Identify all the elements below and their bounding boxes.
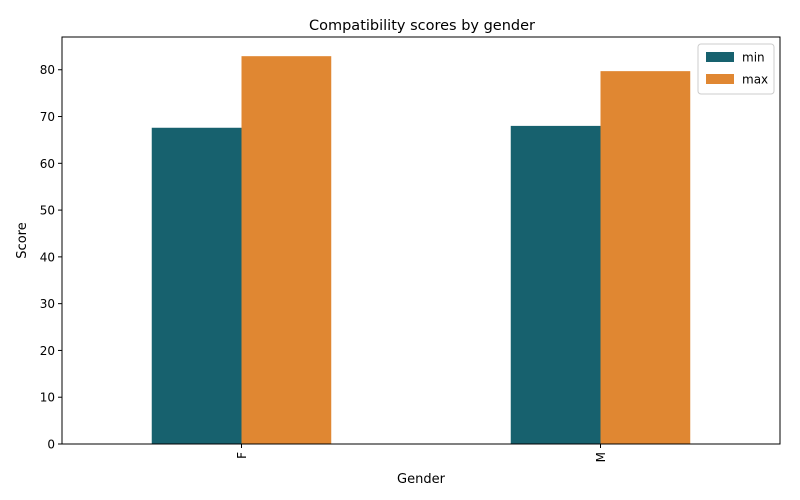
legend-label-max: max	[742, 73, 768, 87]
chart-title: Compatibility scores by gender	[309, 18, 535, 34]
y-axis-label: Score	[15, 222, 30, 258]
y-tick-label: 10	[40, 391, 55, 405]
x-tick-label: F	[235, 452, 249, 459]
bar-max-M	[600, 71, 691, 445]
y-axis: 0 10 20 30 40 50 60 70 80	[40, 63, 62, 452]
plot-area-frame	[61, 36, 781, 445]
bar-max-F	[241, 56, 332, 445]
y-tick-label: 60	[40, 157, 55, 171]
bars-group	[151, 56, 691, 445]
legend-label-min: min	[742, 51, 765, 65]
x-tick-label: M	[594, 452, 608, 462]
y-tick-label: 20	[40, 344, 55, 358]
legend: min max	[697, 43, 775, 95]
x-axis-label: Gender	[397, 472, 446, 487]
bar-min-M	[510, 125, 601, 444]
y-tick-label: 50	[40, 204, 55, 218]
y-tick-label: 80	[40, 63, 55, 77]
y-tick-label: 40	[40, 250, 55, 264]
y-tick-label: 30	[40, 297, 55, 311]
y-tick-label: 0	[47, 438, 55, 452]
legend-swatch-max	[706, 74, 734, 84]
bar-min-F	[151, 127, 242, 444]
legend-swatch-min	[706, 52, 734, 62]
y-tick-label: 70	[40, 110, 55, 124]
